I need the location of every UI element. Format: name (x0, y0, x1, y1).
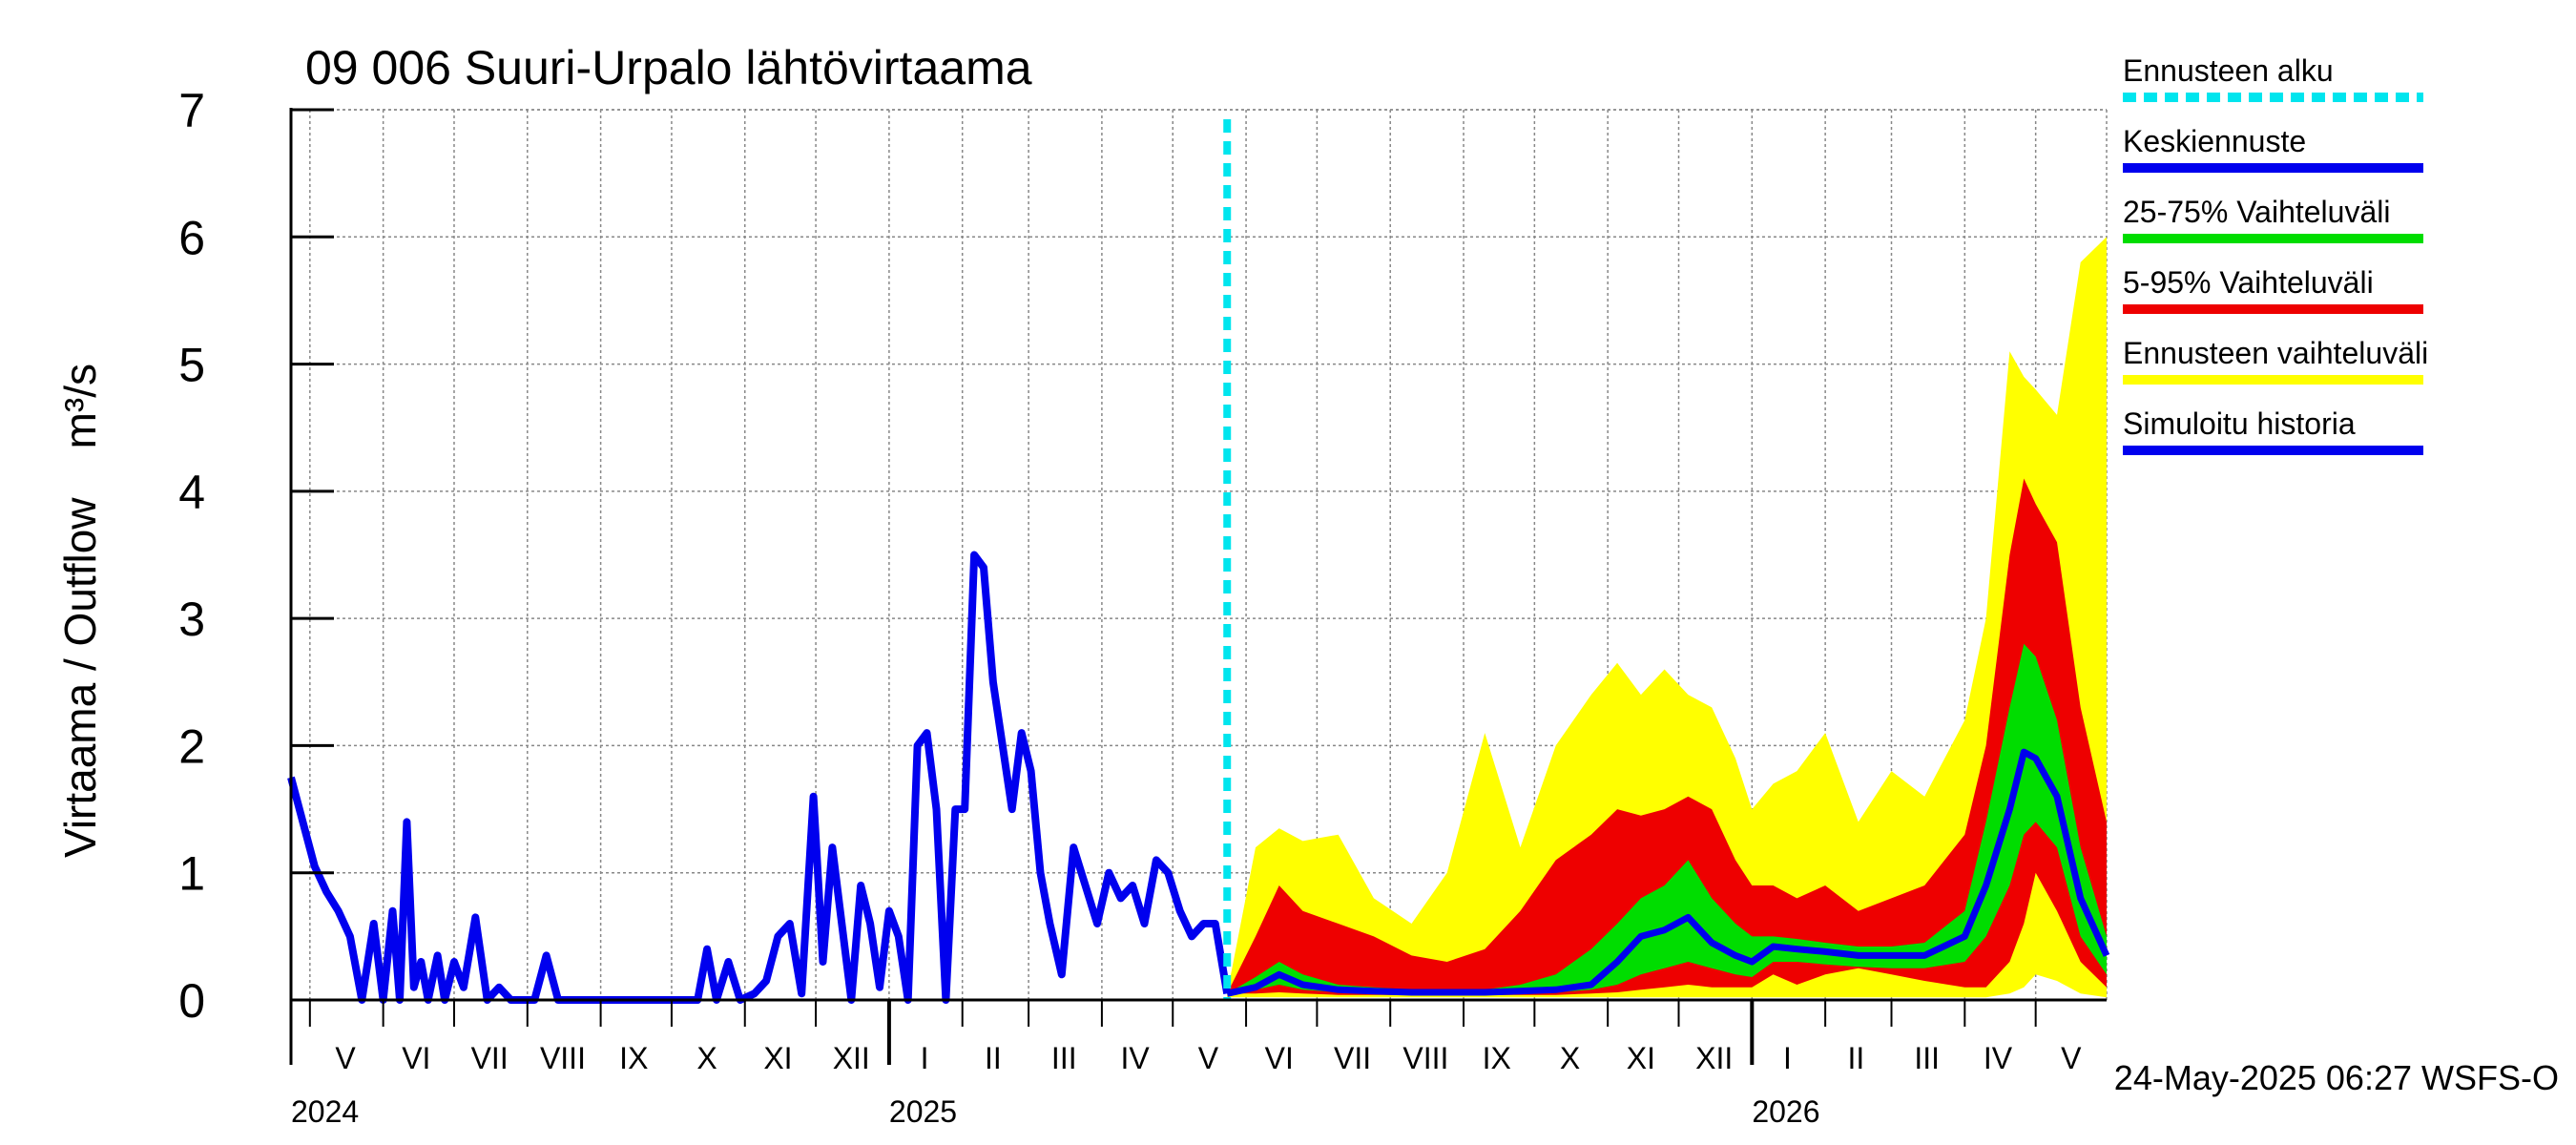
month-label: V (335, 1041, 356, 1075)
legend-label: 5-95% Vaihteluväli (2123, 265, 2374, 300)
month-label: III (1051, 1041, 1077, 1075)
month-label: XI (763, 1041, 792, 1075)
chart-title: 09 006 Suuri-Urpalo lähtövirtaama (305, 41, 1032, 94)
month-label: I (921, 1041, 929, 1075)
y-tick-label: 7 (178, 84, 205, 137)
month-label: V (1198, 1041, 1219, 1075)
series-p25-75-band (1227, 643, 2107, 994)
legend: Ennusteen alku Keskiennuste 25-75% Vaihtel… (2123, 53, 2428, 455)
month-label: VIII (1402, 1041, 1448, 1075)
y-tick-label: 6 (178, 211, 205, 264)
series-forecast-range (1227, 237, 2107, 998)
month-label: II (985, 1041, 1002, 1075)
month-label: IX (619, 1041, 648, 1075)
month-label: XII (1695, 1041, 1733, 1075)
legend-label: 25-75% Vaihteluväli (2123, 195, 2390, 229)
month-label: XI (1627, 1041, 1655, 1075)
month-label: IX (1483, 1041, 1511, 1075)
y-tick-label: 5 (178, 339, 205, 392)
month-label: IV (1984, 1041, 2013, 1075)
month-label: X (1560, 1041, 1580, 1075)
legend-label: Ennusteen vaihteluväli (2123, 336, 2428, 370)
month-label: II (1847, 1041, 1864, 1075)
year-label: 2025 (889, 1094, 957, 1129)
month-label: VI (1265, 1041, 1294, 1075)
month-label: VI (402, 1041, 430, 1075)
month-label: V (2061, 1041, 2082, 1075)
legend-label: Simuloitu historia (2123, 406, 2356, 441)
y-tick-label: 3 (178, 593, 205, 646)
year-label: 2024 (291, 1094, 359, 1129)
month-label: IV (1120, 1041, 1150, 1075)
month-label: III (1914, 1041, 1940, 1075)
legend-label: Ennusteen alku (2123, 53, 2334, 88)
y-tick-label: 2 (178, 719, 205, 773)
month-label: X (696, 1041, 717, 1075)
y-tick-label: 0 (178, 974, 205, 1028)
y-axis-label: Virtaama / Outflow m³/s (55, 364, 105, 858)
legend-label: Keskiennuste (2123, 124, 2306, 158)
month-label: XII (833, 1041, 870, 1075)
month-label: VII (1334, 1041, 1371, 1075)
y-tick-label: 1 (178, 847, 205, 901)
month-label: VIII (540, 1041, 586, 1075)
series-simulated-history (287, 551, 1232, 1004)
year-label: 2026 (1752, 1094, 1819, 1129)
month-label: I (1783, 1041, 1792, 1075)
y-tick-label: 4 (178, 466, 205, 519)
series-layer (287, 119, 2110, 1004)
series-median-forecast (1226, 748, 2110, 997)
timestamp-label: 24-May-2025 06:27 WSFS-O (2114, 1058, 2559, 1097)
month-label: VII (471, 1041, 509, 1075)
